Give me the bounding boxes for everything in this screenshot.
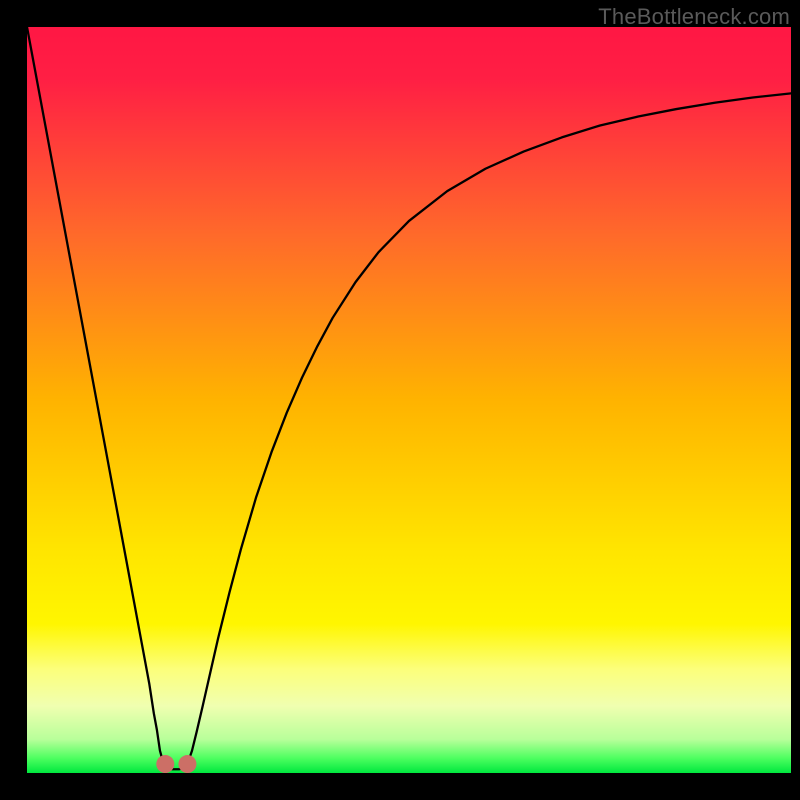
chart-background — [27, 27, 791, 773]
chart-svg — [27, 27, 791, 773]
watermark-text: TheBottleneck.com — [598, 4, 790, 30]
chart-marker — [178, 755, 196, 773]
chart-plot-area — [27, 27, 791, 773]
chart-marker — [156, 755, 174, 773]
